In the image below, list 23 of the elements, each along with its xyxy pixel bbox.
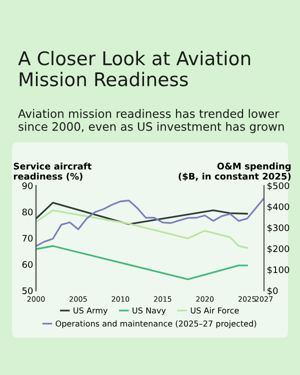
- y2-tick-label: $100: [268, 266, 290, 274]
- y2-tick-label: $400: [268, 203, 290, 212]
- chart-subtitle: Aviation mission readiness has trended lower since 2000, even as US investment has grown: [18, 109, 284, 134]
- line-series: [36, 209, 248, 249]
- chart-title: A Closer Look at Aviation Mission Readiness: [18, 50, 250, 86]
- line-series: [36, 245, 248, 280]
- y2-tick-label: $0: [268, 287, 278, 296]
- y-tick-label: 80: [22, 208, 33, 216]
- y2-axis-title: O&M spending ($B, in constant 2025): [178, 162, 291, 181]
- legend-label: US Navy: [132, 307, 166, 316]
- line-series: [36, 197, 264, 247]
- y-tick-label: 60: [22, 261, 33, 268]
- y2-tick-label: $200: [268, 245, 290, 254]
- legend-label: US Air Force: [190, 307, 239, 314]
- legend-label: Operations and maintenance (2025–27 projected): [56, 320, 256, 328]
- y-tick-label: 90: [22, 182, 33, 190]
- y2-tick-label: $500: [268, 182, 290, 190]
- legend-label: US Army: [74, 307, 108, 316]
- y-tick-label: 50: [22, 287, 33, 294]
- y2-tick-label: $300: [268, 224, 290, 232]
- y-tick-label: 70: [22, 234, 33, 242]
- y-axis-title: Service aircraft readiness (%): [14, 162, 92, 181]
- line-series: [36, 202, 248, 226]
